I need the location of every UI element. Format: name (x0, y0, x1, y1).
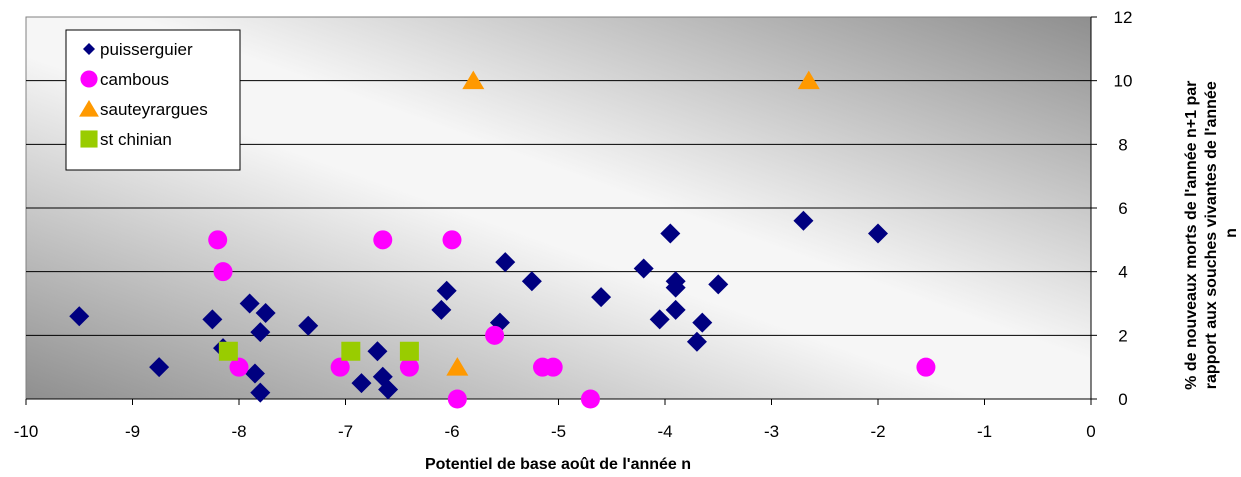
data-point-puisserguier (665, 277, 686, 298)
legend-marker-sauteyrargues (79, 100, 99, 117)
y-tick-label: 4 (1118, 263, 1127, 282)
x-tick-label: -9 (125, 422, 140, 441)
y-axis-title-line-3: n (1223, 228, 1240, 238)
data-point-cambous (916, 357, 936, 377)
x-tick-label: -10 (14, 422, 39, 441)
data-point-puisserguier (239, 293, 260, 314)
data-point-puisserguier (692, 312, 713, 333)
data-point-puisserguier (686, 331, 707, 352)
legend-marker-cambous (80, 70, 98, 88)
data-point-st-chinian (218, 341, 238, 361)
x-tick-label: -6 (444, 422, 459, 441)
y-tick-label: 2 (1118, 326, 1127, 345)
legend: puisserguier cambous sauteyrargues st chini… (65, 29, 241, 171)
data-point-puisserguier (250, 382, 271, 403)
legend-label-puisserguier: puisserguier (100, 40, 193, 59)
data-point-sauteyrargues (462, 70, 485, 90)
data-point-puisserguier (431, 299, 452, 320)
data-point-puisserguier (793, 210, 814, 231)
x-axis-title: Potentiel de base août de l'année n (425, 456, 691, 473)
y-tick-label: 6 (1118, 199, 1127, 218)
data-point-puisserguier (665, 299, 686, 320)
x-tick-label: -3 (764, 422, 779, 441)
data-point-puisserguier (244, 363, 265, 384)
y-axis-title-line-1: % de nouveaux morts de l'année n+1 par (1183, 81, 1200, 390)
y-tick-label: 0 (1118, 390, 1127, 409)
y-tick-label: 12 (1114, 8, 1133, 27)
legend-label-cambous: cambous (100, 70, 169, 89)
legend-label-st-chinian: st chinian (100, 130, 172, 149)
x-tick-label: -7 (338, 422, 353, 441)
data-point-puisserguier (69, 306, 90, 327)
data-point-puisserguier (521, 271, 542, 292)
data-point-cambous (399, 357, 419, 377)
data-point-cambous (208, 230, 228, 250)
data-point-cambous (442, 230, 462, 250)
y-axis: 0 2 4 6 8 10 12 (1090, 8, 1133, 409)
data-point-cambous (485, 325, 505, 345)
data-point-puisserguier (255, 303, 276, 324)
data-point-cambous (373, 230, 393, 250)
data-point-puisserguier (351, 373, 372, 394)
x-tick-label: 0 (1086, 422, 1095, 441)
data-point-puisserguier (495, 252, 516, 273)
legend-marker-puisserguier (83, 43, 95, 55)
data-point-puisserguier (298, 315, 319, 336)
data-point-puisserguier (591, 287, 612, 308)
data-point-cambous (330, 357, 350, 377)
data-point-sauteyrargues (797, 70, 820, 90)
legend-label-sauteyrargues: sauteyrargues (100, 100, 208, 119)
y-axis-title: % de nouveaux morts de l'année n+1 par r… (1183, 76, 1240, 390)
data-point-puisserguier (202, 309, 223, 330)
x-axis: -10 -9 -8 -7 -6 -5 -4 -3 -2 -1 0 (14, 398, 1096, 441)
data-point-puisserguier (436, 280, 457, 301)
x-tick-label: -8 (231, 422, 246, 441)
data-point-st-chinian (341, 341, 361, 361)
x-tick-label: -2 (870, 422, 885, 441)
data-point-puisserguier (250, 322, 271, 343)
x-tick-label: -1 (977, 422, 992, 441)
x-tick-label: -4 (657, 422, 672, 441)
y-tick-label: 10 (1114, 72, 1133, 91)
legend-entries: puisserguier cambous sauteyrargues st chini… (79, 40, 208, 149)
data-point-cambous (213, 262, 233, 282)
data-point-cambous (543, 357, 563, 377)
legend-marker-st-chinian (80, 130, 98, 148)
data-point-puisserguier (868, 223, 888, 244)
data-point-puisserguier (378, 379, 399, 400)
data-point-puisserguier (633, 258, 654, 279)
data-point-st-chinian (399, 341, 419, 361)
x-tick-label: -5 (551, 422, 566, 441)
data-points (69, 70, 936, 409)
svg-text:% de nouveaux morts de l'année: % de nouveaux morts de l'année n+1 par r… (1183, 76, 1240, 390)
data-point-puisserguier (708, 274, 729, 295)
data-point-puisserguier (660, 223, 681, 244)
y-axis-title-line-2: rapport aux souches vivantes de l'année (1203, 81, 1220, 389)
data-point-puisserguier (149, 357, 170, 378)
y-tick-label: 8 (1118, 135, 1127, 154)
data-point-puisserguier (367, 341, 388, 362)
data-point-puisserguier (649, 309, 670, 330)
data-point-cambous (229, 357, 249, 377)
data-point-sauteyrargues (446, 357, 469, 376)
data-point-cambous (580, 389, 600, 409)
data-point-cambous (447, 389, 467, 409)
